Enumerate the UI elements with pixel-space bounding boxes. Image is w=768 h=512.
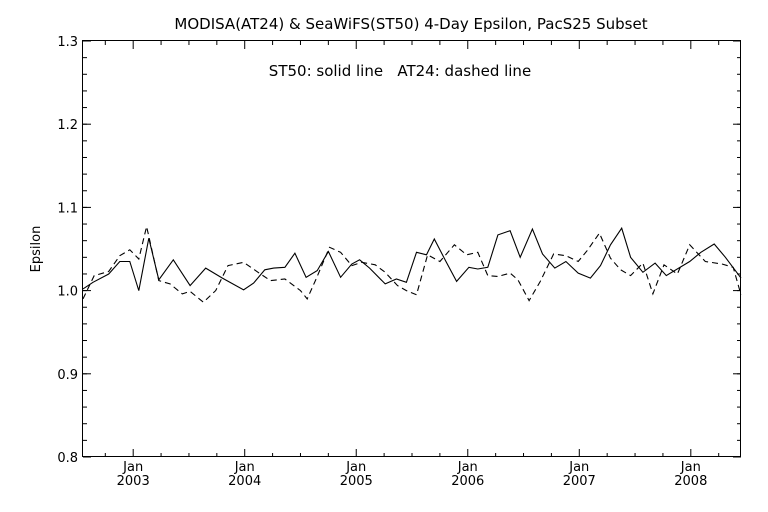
x-tick-label-year: 2006 [451,474,484,489]
x-tick-label-month: Jan [568,460,589,475]
series-line-at24 [82,226,742,303]
x-tick-label-month: Jan [345,460,366,475]
plot-frame [82,40,741,457]
y-tick-label: 1.1 [57,201,78,216]
series-group [82,226,742,303]
x-axis: Jan2003Jan2004Jan2005Jan2006Jan2007Jan20… [104,41,720,489]
x-tick-label-year: 2005 [340,474,373,489]
y-axis-label: Epsilon [29,226,44,273]
y-axis: 0.8 0.9 1.0 1.1 1.2 1.3 [57,35,741,466]
series-line-st50 [82,226,742,291]
y-tick-label: 1.2 [57,118,78,133]
chart-title: MODISA(AT24) & SeaWiFS(ST50) 4-Day Epsil… [174,15,647,33]
x-tick-label-year: 2004 [228,474,261,489]
x-tick-label-month: Jan [234,460,255,475]
y-tick-label: 0.8 [57,451,78,466]
y-tick-label: 0.9 [57,368,78,383]
x-tick-label-year: 2003 [117,474,150,489]
y-tick-label: 1.3 [57,35,78,50]
x-tick-label-month: Jan [457,460,478,475]
y-tick-label: 1.0 [57,285,78,300]
x-tick-label-year: 2008 [674,474,707,489]
x-tick-label-year: 2007 [563,474,596,489]
x-tick-label-month: Jan [122,460,143,475]
x-tick-label-month: Jan [680,460,701,475]
chart-annotation: ST50: solid line AT24: dashed line [269,62,531,80]
